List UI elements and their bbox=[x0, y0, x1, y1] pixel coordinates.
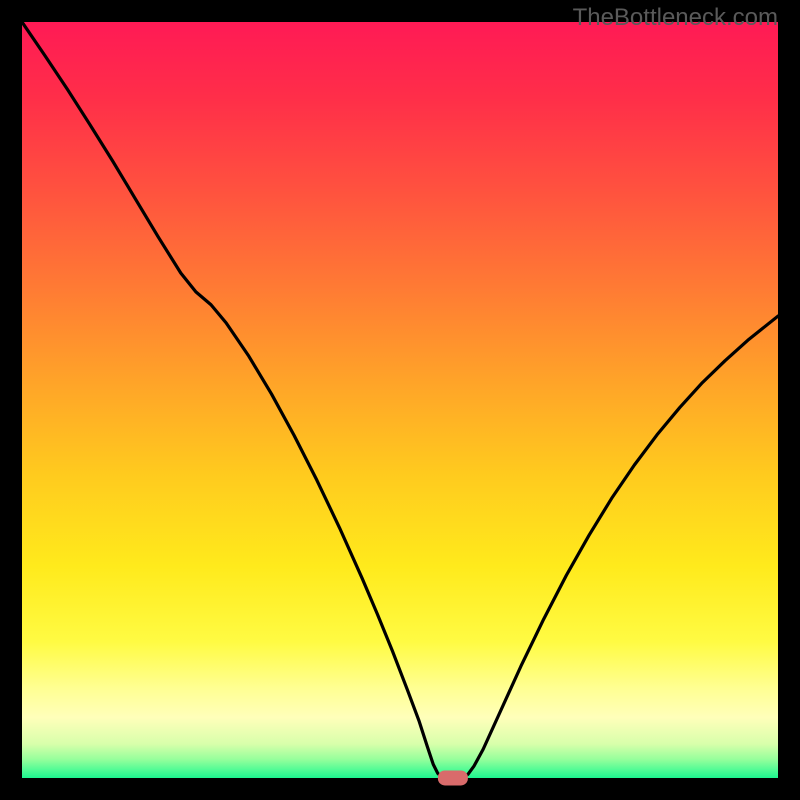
optimal-match-marker bbox=[438, 770, 468, 785]
watermark-text: TheBottleneck.com bbox=[573, 4, 778, 32]
bottleneck-curve bbox=[22, 22, 778, 778]
chart-frame: TheBottleneck.com bbox=[0, 0, 800, 800]
bottleneck-curve-line bbox=[22, 22, 778, 778]
plot-area bbox=[22, 22, 778, 778]
